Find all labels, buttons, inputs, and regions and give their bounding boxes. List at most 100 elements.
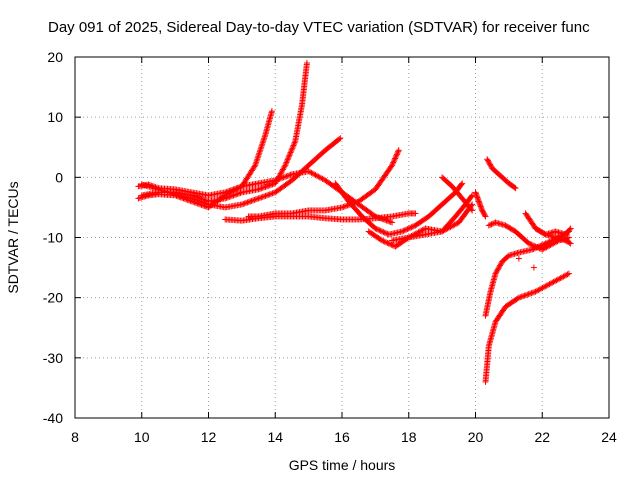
data-point: [531, 242, 538, 249]
data-point: [486, 160, 493, 167]
data-point: [379, 237, 386, 244]
data-point: [194, 197, 201, 204]
y-tick-label: -10: [43, 230, 63, 246]
data-point: [531, 289, 538, 296]
data-point: [199, 199, 206, 206]
data-point: [392, 155, 399, 162]
data-point: [283, 173, 290, 180]
data-point: [261, 193, 268, 200]
data-point: [528, 290, 535, 297]
data-point: [504, 253, 511, 260]
data-point: [257, 145, 264, 152]
data-point: [541, 241, 548, 248]
data-point: [234, 190, 241, 197]
x-tick-label: 22: [534, 429, 550, 445]
data-point: [391, 156, 398, 163]
data-point: [339, 204, 345, 211]
data-point: [393, 151, 400, 158]
data-point: [468, 206, 475, 213]
data-point: [352, 199, 359, 206]
data-point: [482, 213, 489, 220]
data-point: [494, 267, 501, 274]
data-point: [286, 150, 293, 157]
data-point: [372, 225, 379, 232]
data-point: [204, 200, 211, 207]
data-point: [256, 185, 263, 192]
data-point: [376, 227, 383, 234]
data-point: [511, 184, 518, 191]
data-point: [496, 263, 503, 270]
data-point: [403, 226, 410, 233]
y-tick-label: 10: [47, 109, 63, 125]
data-point: [258, 144, 265, 151]
y-tick-label: 20: [47, 49, 63, 65]
data-point: [191, 196, 198, 203]
data-point: [259, 139, 266, 146]
data-point: [233, 191, 240, 198]
data-point: [485, 158, 492, 165]
data-point: [262, 183, 269, 190]
data-point: [254, 156, 261, 163]
data-point: [532, 243, 539, 250]
data-point: [489, 220, 496, 227]
data-point: [260, 138, 267, 145]
data-point: [484, 157, 491, 164]
data-point: [566, 239, 573, 246]
data-point: [283, 159, 290, 166]
data-point: [393, 152, 400, 159]
data-point: [514, 295, 521, 302]
data-point: [284, 172, 291, 179]
data-point: [270, 189, 277, 196]
data-point: [383, 217, 390, 224]
y-tick-label: -30: [43, 350, 63, 366]
data-point: [407, 224, 414, 231]
data-point: [284, 158, 291, 165]
data-point: [390, 159, 397, 166]
data-point: [238, 201, 245, 208]
data-point: [258, 185, 265, 192]
data-point: [286, 152, 293, 159]
x-axis-label: GPS time / hours: [289, 457, 396, 473]
data-point: [282, 162, 289, 169]
data-point: [252, 196, 259, 203]
gridlines: [75, 57, 609, 418]
data-point: [268, 190, 275, 197]
data-point: [524, 291, 531, 298]
data-point: [528, 241, 535, 248]
data-point: [202, 200, 209, 207]
data-point: [494, 266, 501, 273]
x-tick-label: 12: [201, 429, 217, 445]
data-point: [468, 193, 475, 200]
data-point: [383, 230, 390, 237]
data-point: [458, 181, 465, 188]
data-point: [286, 172, 293, 179]
data-point: [192, 196, 199, 203]
y-tick-label: -40: [43, 410, 63, 426]
data-point: [381, 238, 388, 245]
data-point: [288, 148, 295, 155]
data-point: [515, 294, 522, 301]
data-point: [337, 135, 344, 142]
data-point: [241, 200, 248, 207]
data-point: [405, 225, 412, 232]
data-point: [258, 194, 265, 201]
data-point: [198, 198, 205, 205]
data-point: [236, 190, 243, 197]
data-point: [469, 201, 476, 208]
data-point: [261, 135, 268, 142]
data-point: [336, 136, 343, 143]
data-point: [567, 240, 574, 247]
data-point: [530, 264, 537, 271]
data-point: [388, 163, 395, 170]
data-point: [385, 240, 392, 247]
data-point: [250, 197, 256, 204]
data-point: [496, 262, 503, 269]
data-point: [240, 200, 247, 207]
data-point: [535, 244, 542, 251]
data-point: [388, 241, 395, 248]
data-point: [268, 181, 275, 188]
data-point: [380, 229, 387, 236]
data-point: [373, 226, 380, 233]
data-point: [380, 238, 387, 245]
data-point: [244, 199, 251, 206]
